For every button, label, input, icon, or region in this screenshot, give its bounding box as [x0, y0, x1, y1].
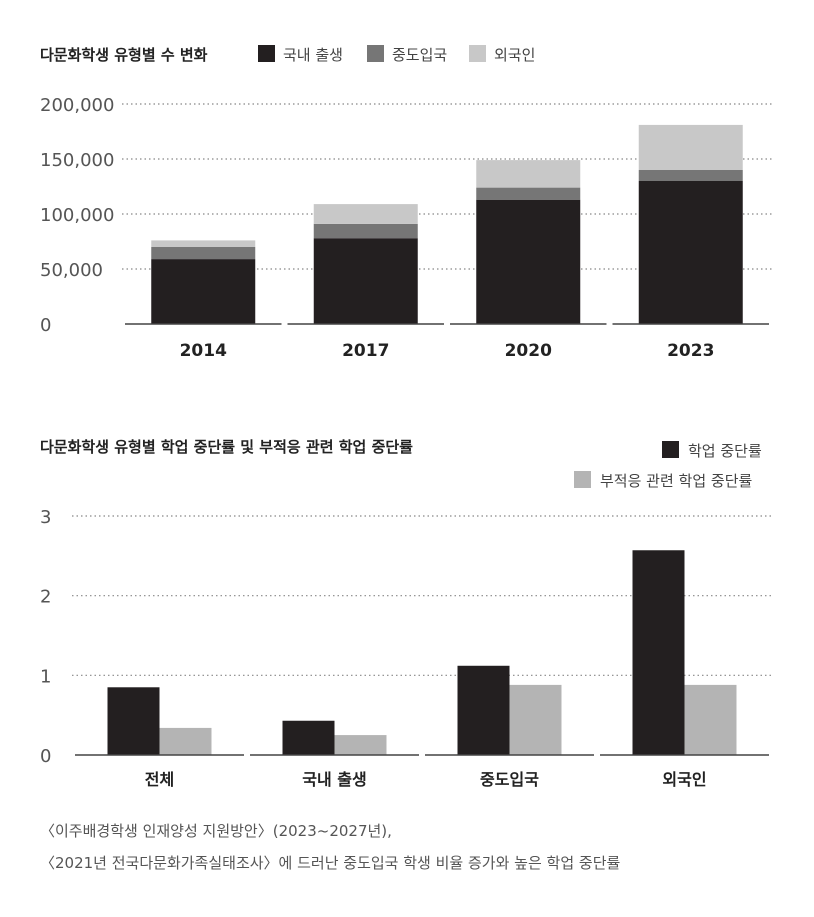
- chart1-bar-midentry-2014: [151, 247, 256, 260]
- chart1-x-tick-label: 2014: [180, 341, 227, 361]
- chart2-legend-swatch-dropout: [662, 441, 679, 458]
- chart2-y-tick-label: 3: [40, 507, 51, 528]
- chart1-bar-midentry-2020: [476, 187, 581, 200]
- chart2-x-ticks: 전체 국내 출생 중도입국 외국인: [145, 770, 707, 789]
- chart2-x-tick-label: 전체: [145, 770, 174, 789]
- chart1-bar-foreign-2020: [476, 160, 581, 188]
- chart2-bars: [75, 550, 769, 756]
- chart1-y-tick-label: 50,000: [40, 260, 103, 281]
- chart1-y-ticks: 0 50,000 100,000 150,000 200,000: [40, 95, 114, 336]
- chart1-legend-swatch-foreign: [469, 45, 486, 62]
- chart1-bar-domestic-2014: [151, 259, 256, 324]
- chart1-x-tick-label: 2017: [342, 341, 389, 361]
- chart1-bar-domestic-2023: [638, 181, 743, 324]
- chart1-y-tick-label: 150,000: [40, 150, 114, 171]
- chart1-bar-foreign-2014: [151, 240, 256, 247]
- chart1-bar-domestic-2020: [476, 199, 581, 324]
- chart2-legend-maladapt: 부적응 관련 학업 중단률: [600, 472, 753, 490]
- chart2-x-tick-label: 국내 출생: [302, 770, 366, 789]
- chart1-legend-foreign: 외국인: [494, 46, 535, 64]
- chart1-title: 다문화학생 유형별 수 변화: [40, 46, 208, 64]
- chart2-y-ticks: 0 1 2 3: [40, 507, 51, 767]
- chart1-legend-midentry: 중도입국: [392, 46, 447, 64]
- chart2-bar-dropout-1: [282, 720, 335, 755]
- chart2-bar-maladapt-2: [509, 684, 562, 755]
- chart1-legend-swatch-domestic: [258, 45, 275, 62]
- chart2-bar-dropout-3: [632, 550, 685, 755]
- chart2-x-tick-label: 외국인: [662, 770, 706, 789]
- chart1-bar-foreign-2017: [313, 204, 418, 224]
- chart1-x-tick-label: 2020: [505, 341, 552, 361]
- chart1-y-tick-label: 100,000: [40, 205, 114, 226]
- chart2-bar-maladapt-1: [334, 735, 387, 755]
- chart2-title: 다문화학생 유형별 학업 중단률 및 부적응 관련 학업 중단률: [40, 438, 413, 456]
- chart1-bars: [125, 124, 769, 325]
- chart1-bar-midentry-2023: [638, 170, 743, 181]
- chart2-y-tick-label: 1: [40, 666, 51, 687]
- chart2-bar-dropout-2: [457, 665, 510, 755]
- chart1-bar-foreign-2023: [638, 124, 743, 170]
- caption-line-1: 〈이주배경학생 인재양성 지원방안〉(2023~2027년),: [40, 822, 392, 840]
- caption-line-2: 〈2021년 전국다문화가족실태조사〉에 드러난 중도입국 학생 비율 증가와 …: [40, 854, 621, 872]
- chart2-x-tick-label: 중도입국: [480, 770, 539, 789]
- chart1-bar-midentry-2017: [313, 223, 418, 239]
- chart1-y-tick-label: 0: [40, 315, 51, 336]
- chart1-x-tick-label: 2023: [667, 341, 714, 361]
- chart2-bar-dropout-0: [107, 687, 160, 755]
- chart1-y-tick-label: 200,000: [40, 95, 114, 116]
- chart1-legend-domestic: 국내 출생: [283, 46, 343, 64]
- chart2-bar-maladapt-0: [159, 727, 212, 755]
- chart1-x-ticks: 2014 2017 2020 2023: [180, 341, 715, 361]
- chart1-bar-domestic-2017: [313, 238, 418, 324]
- chart2-y-tick-label: 2: [40, 587, 51, 608]
- chart2-bar-maladapt-3: [684, 684, 737, 755]
- chart2-legend-dropout: 학업 중단률: [688, 442, 762, 460]
- chart2-legend-swatch-maladapt: [574, 471, 591, 488]
- chart1-legend-swatch-midentry: [367, 45, 384, 62]
- chart2-y-tick-label: 0: [40, 746, 51, 767]
